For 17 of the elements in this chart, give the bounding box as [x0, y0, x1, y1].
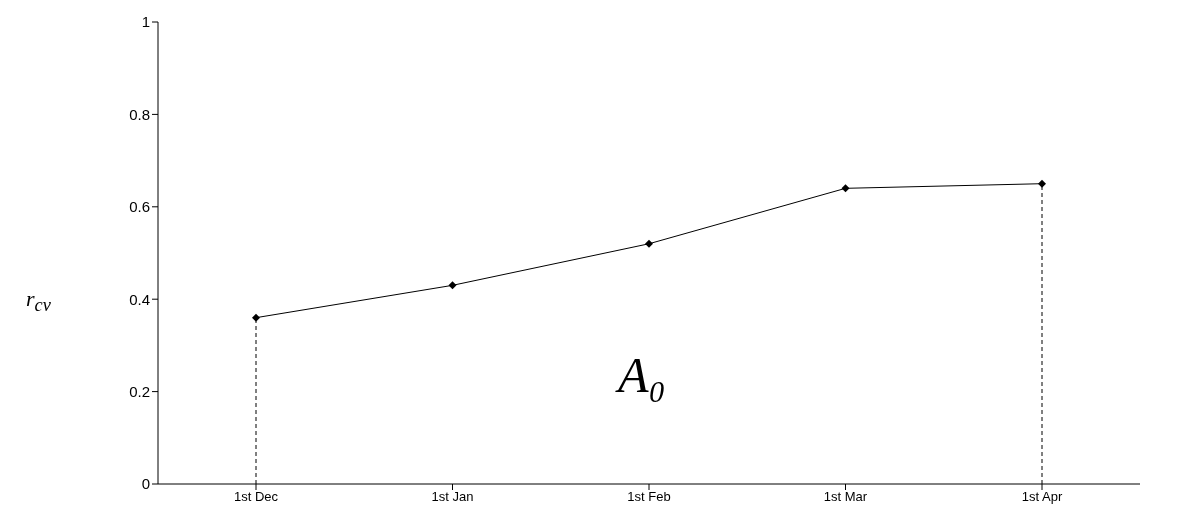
x-tick-label: 1st Jan	[431, 489, 474, 505]
point	[645, 239, 653, 248]
y-axis-title: r$_{cv}$	[26, 286, 51, 317]
point	[252, 313, 260, 322]
point	[1038, 179, 1046, 188]
y-tick-label: 0.4	[129, 290, 150, 308]
y-tick-label: 0.8	[129, 105, 150, 123]
x-tick-label: 1st Apr	[1021, 489, 1063, 505]
y-tick-label: 1	[141, 13, 150, 31]
x-tick-label: 1st Mar	[823, 489, 868, 505]
y-tick-label: 0	[141, 475, 150, 493]
point	[448, 281, 457, 290]
y-tick-label: 0.6	[129, 198, 150, 216]
x-tick-label: 1st Dec	[233, 489, 279, 505]
x-tick-label: 1st Feb	[627, 489, 671, 505]
y-tick-label: 0.2	[129, 382, 150, 400]
point	[841, 184, 850, 193]
